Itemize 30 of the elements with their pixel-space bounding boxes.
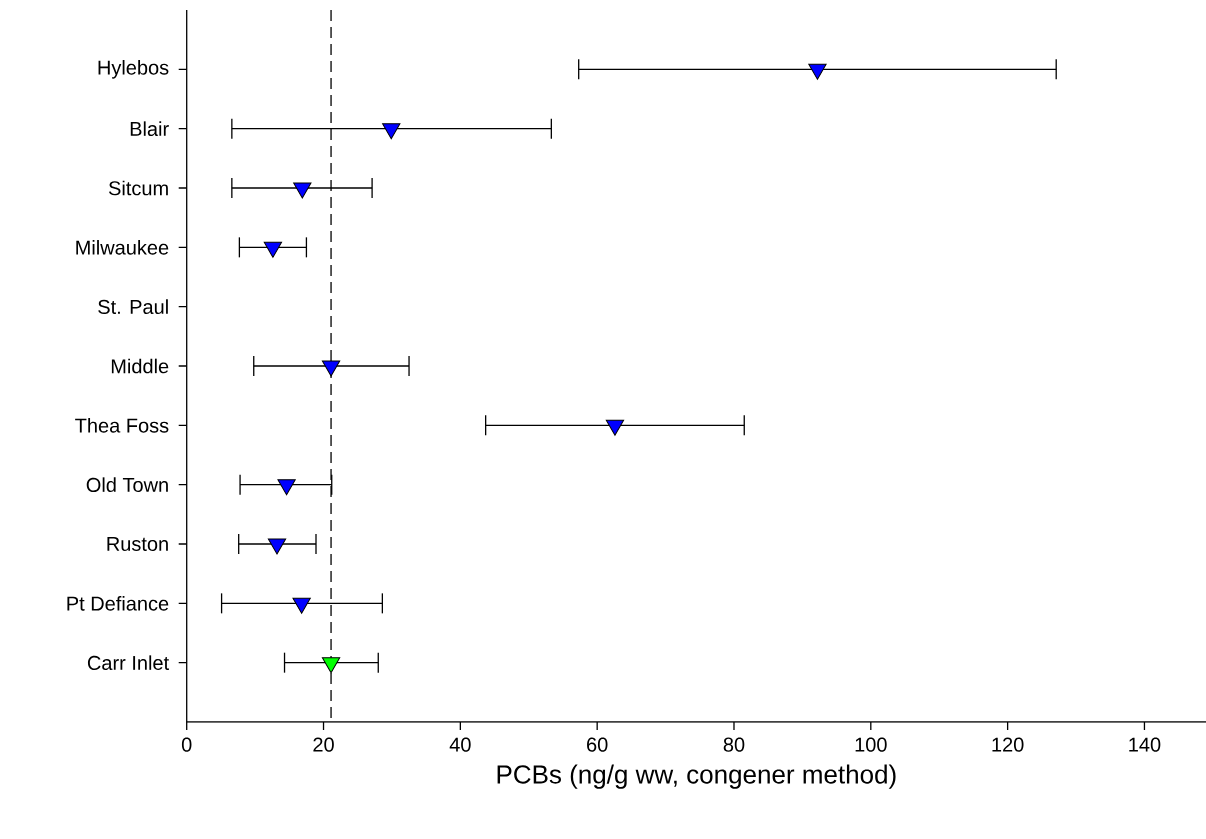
x-tick-label: 100	[855, 737, 887, 752]
point	[292, 597, 311, 614]
point	[293, 182, 312, 199]
y-tick-label: Milwaukee	[76, 240, 169, 255]
y-tick-label: Old Town	[86, 477, 168, 493]
x-axis-title: PCBs (ng/g ww, congener method)	[497, 764, 896, 789]
x-tick-label: 20	[313, 737, 334, 752]
y-tick-label: Hylebos	[98, 60, 169, 79]
x-tick-label: 120	[992, 737, 1024, 752]
y-tick-label: Middle	[111, 358, 169, 374]
point	[267, 538, 287, 555]
point	[605, 419, 625, 436]
x-tick-label: 40	[449, 737, 471, 752]
x-tick-label: 80	[723, 737, 745, 752]
point	[382, 123, 401, 140]
x-tick-label: 140	[1129, 737, 1161, 752]
point	[277, 479, 296, 496]
point	[321, 657, 341, 674]
point	[263, 241, 283, 258]
point	[808, 63, 827, 80]
y-tick-label: Blair	[130, 121, 169, 137]
y-tick-label: St. Paul	[98, 299, 168, 315]
y-tick-label: Pt Defiance	[67, 596, 169, 611]
y-tick-label: Thea Foss	[75, 418, 169, 433]
x-tick-label: 60	[587, 737, 608, 752]
x-tick-label: 0	[181, 737, 192, 752]
y-tick-label: Carr Inlet	[87, 655, 169, 671]
y-tick-label: Ruston	[107, 537, 168, 551]
y-tick-label: Sitcum	[108, 180, 168, 196]
point	[321, 360, 341, 377]
